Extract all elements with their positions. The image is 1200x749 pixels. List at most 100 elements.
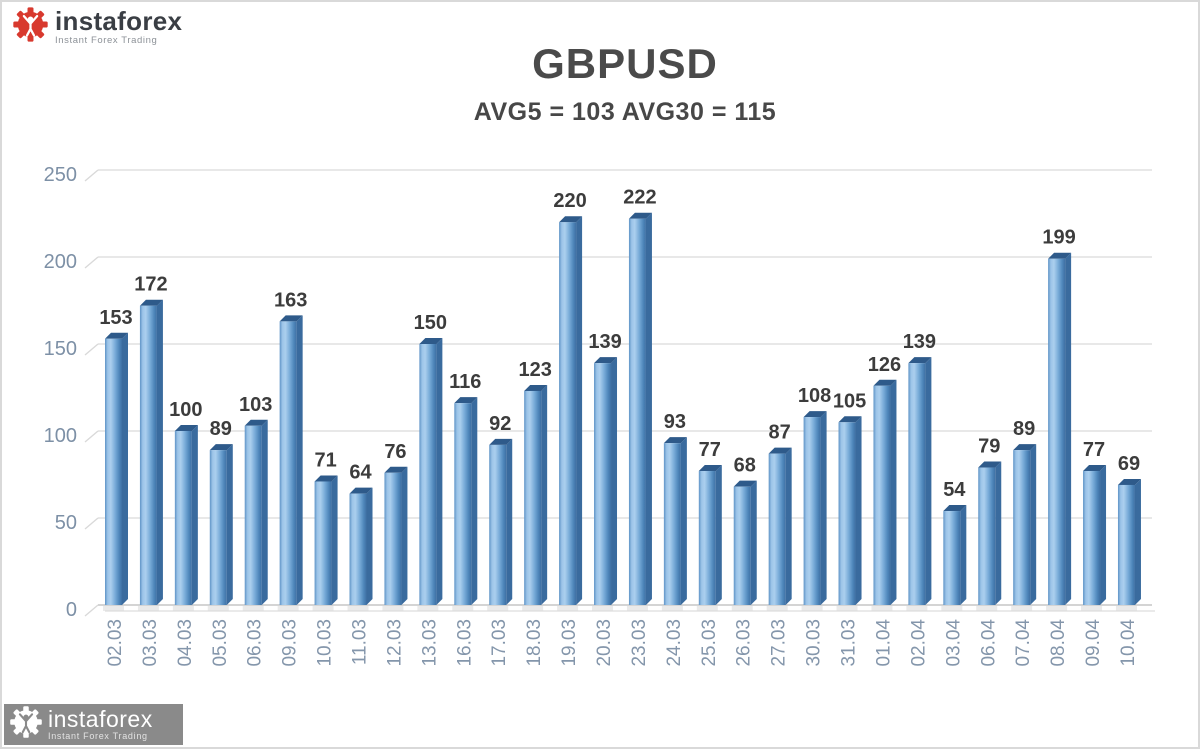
bar-top-face: [314, 475, 338, 482]
bar-side-face: [925, 357, 932, 605]
x-axis-tick-label: 31.03: [839, 619, 860, 667]
bar-side-face: [156, 299, 163, 605]
bar-02.04: 139 02.04: [903, 331, 936, 666]
bar-top-face: [139, 299, 163, 306]
bar-side-face: [471, 397, 478, 605]
bar-shadow: [207, 606, 229, 611]
instaforex-gear-person-icon: [9, 705, 43, 744]
bar-top-face: [908, 357, 932, 364]
bar-shadow: [801, 606, 823, 611]
bar-value-label: 222: [623, 187, 656, 209]
bar-top-face: [594, 357, 618, 364]
bar-side-face: [715, 465, 722, 605]
bar-side-face: [1030, 444, 1037, 605]
x-axis-tick-label: 02.03: [105, 619, 126, 667]
y-axis-tick-label: 100: [44, 425, 77, 447]
y-axis-tick-label: 0: [66, 599, 77, 621]
bar-04.03: 100 04.03: [169, 399, 202, 667]
x-axis-tick-label: 10.04: [1118, 619, 1139, 667]
gridline-3d-tick: [84, 604, 99, 617]
x-axis-tick-label: 24.03: [664, 619, 685, 667]
bar-front-face: [384, 472, 402, 605]
x-axis-tick-label: 25.03: [699, 619, 720, 667]
footer-brand: instaforex Instant Forex Trading: [4, 704, 183, 745]
bar-top-face: [105, 332, 128, 339]
bar-08.04: 199 08.04: [1042, 227, 1075, 667]
bar-shadow: [417, 606, 439, 611]
x-axis-tick-label: 03.04: [943, 619, 964, 667]
x-axis-tick-label: 03.03: [140, 619, 161, 667]
bar-front-face: [139, 305, 157, 605]
chart-subtitle: AVG5 = 103 AVG30 = 115: [473, 98, 777, 126]
bar-top-face: [628, 212, 652, 219]
brand-name: instaforex: [55, 6, 183, 36]
bar-03.03: 172 03.03: [134, 274, 167, 667]
bar-value-label: 163: [274, 289, 307, 311]
x-axis-tick-label: 11.03: [350, 619, 371, 665]
bar-side-face: [820, 411, 827, 605]
bar-shadow: [696, 606, 718, 611]
x-axis-tick-label: 16.03: [454, 619, 475, 667]
bar-top-face: [384, 466, 408, 473]
gridline-3d-tick: [84, 256, 99, 269]
bar-shadow: [592, 606, 614, 611]
bar-side-face: [506, 438, 513, 605]
bar-shadow: [976, 606, 998, 611]
bar-05.03: 89 05.03: [207, 418, 233, 667]
bar-front-face: [943, 511, 961, 605]
bar-side-face: [750, 480, 757, 605]
bar-shadow: [487, 606, 509, 611]
bar-shadow: [906, 606, 928, 611]
bar-top-face: [174, 425, 198, 431]
brand-tagline: Instant Forex Trading: [55, 35, 158, 46]
bar-value-label: 103: [239, 394, 272, 416]
bar-top-face: [943, 505, 967, 512]
bar-12.03: 76 12.03: [382, 441, 408, 667]
bar-side-face: [855, 416, 862, 605]
x-axis-tick-label: 30.03: [804, 619, 825, 667]
y-axis-tick-label: 200: [44, 251, 77, 273]
bar-17.03: 92 17.03: [487, 413, 513, 667]
bar-front-face: [314, 481, 332, 605]
bar-value-label: 64: [349, 462, 372, 484]
x-axis-tick-label: 09.04: [1083, 619, 1104, 667]
bar-value-label: 150: [414, 312, 447, 334]
bar-top-face: [454, 397, 478, 404]
x-axis-tick-label: 12.03: [384, 619, 405, 667]
bar-side-face: [995, 461, 1002, 605]
x-axis-tick-label: 04.03: [175, 619, 196, 667]
brand-name: instaforex: [48, 706, 153, 732]
bar-value-label: 89: [1013, 418, 1035, 440]
bar-front-face: [768, 453, 786, 605]
bar-value-label: 220: [553, 190, 586, 212]
bar-shadow: [1046, 606, 1068, 611]
bar-shadow: [626, 606, 648, 611]
bar-front-face: [489, 444, 507, 605]
bar-side-face: [785, 447, 792, 605]
bar-front-face: [803, 417, 821, 605]
bar-18.03: 123 18.03: [518, 359, 551, 667]
bar-side-face: [1134, 478, 1141, 605]
chart-title: GBPUSD: [532, 40, 718, 87]
bar-front-face: [244, 425, 262, 605]
bar-shadow: [941, 606, 963, 611]
y-axis-tick-label: 50: [55, 512, 77, 534]
bar-top-face: [1048, 252, 1072, 259]
bar-front-face: [209, 450, 227, 605]
bar-side-face: [401, 466, 408, 605]
bar-value-label: 79: [978, 436, 1000, 458]
bar-front-face: [279, 321, 297, 605]
brand-tagline: Instant Forex Trading: [48, 731, 148, 741]
bar-shadow: [1081, 606, 1103, 611]
bar-10.03: 71 10.03: [312, 449, 338, 667]
bar-top-face: [524, 384, 548, 391]
bar-top-face: [838, 416, 862, 423]
bar-shadow: [347, 606, 369, 611]
x-axis-tick-label: 23.03: [629, 619, 650, 667]
x-axis-tick-label: 26.03: [734, 619, 755, 667]
x-axis-tick-label: 10.03: [315, 619, 336, 667]
bar-side-face: [436, 338, 443, 605]
bar-shadow: [242, 606, 264, 611]
bar-front-face: [1048, 258, 1066, 605]
